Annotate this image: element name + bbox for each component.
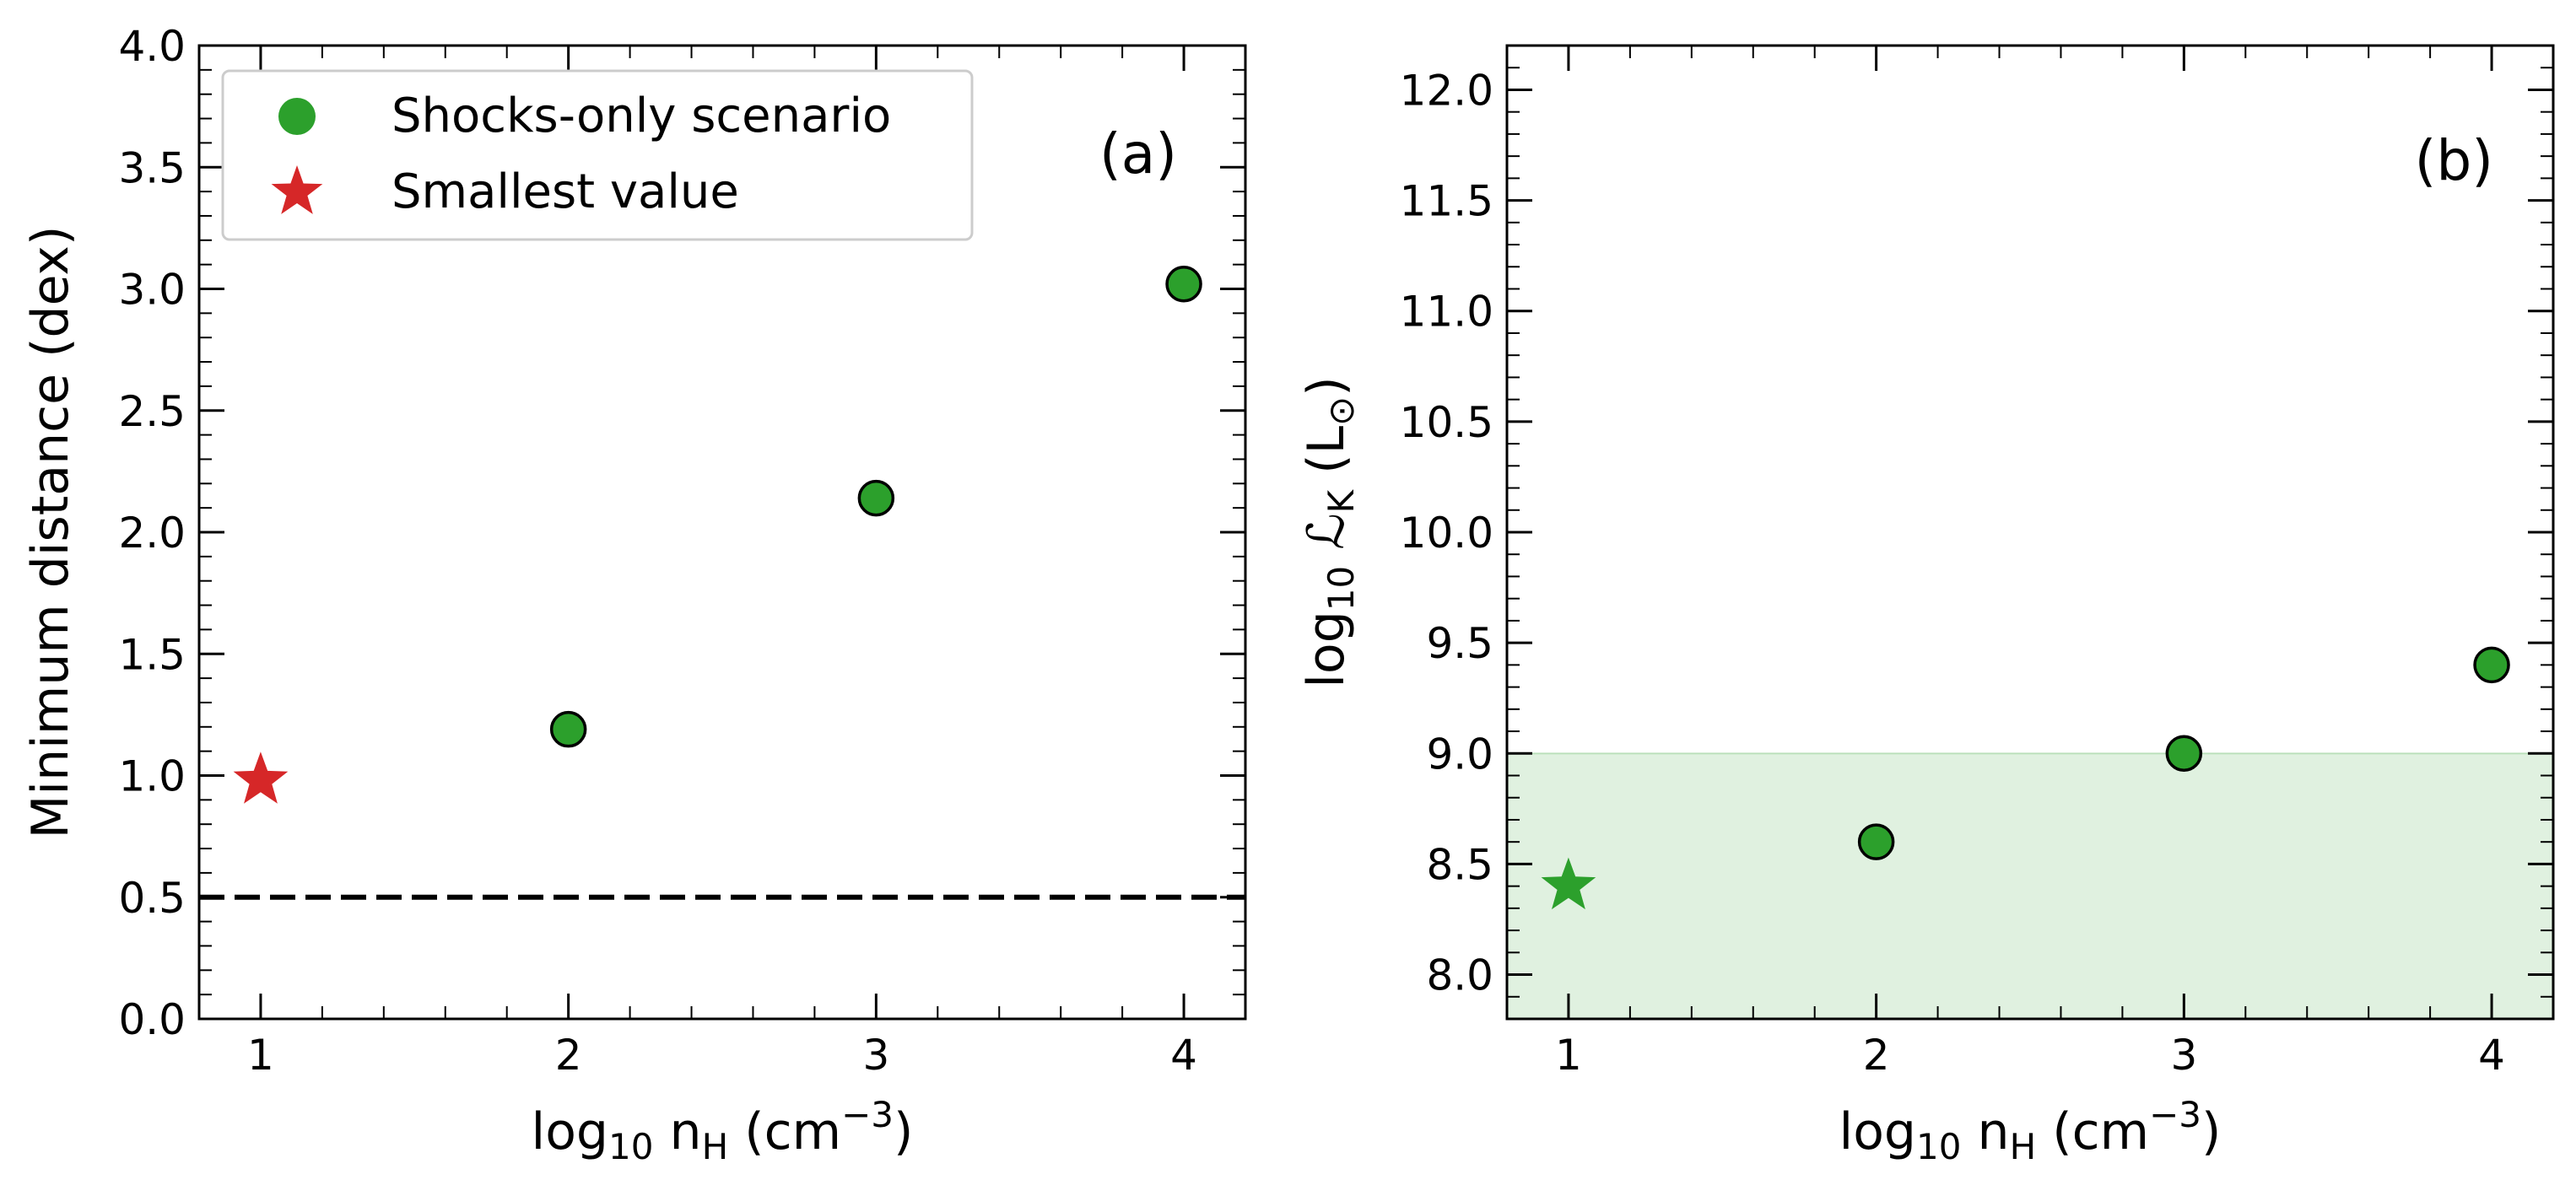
legend-box [221, 69, 974, 241]
y-axis-label-unit-sub: ⊙ [1320, 396, 1362, 426]
y-tick-label: 11.5 [1400, 177, 1493, 226]
x-tick-label: 4 [1170, 1031, 1197, 1080]
x-axis-label-var-sub: H [702, 1126, 729, 1167]
y-axis-label-var: ℒ [1297, 513, 1356, 565]
x-tick-label: 2 [555, 1031, 582, 1080]
x-axis-label-close: ) [2201, 1102, 2221, 1161]
x-axis-label-var-sub: H [2010, 1126, 2037, 1167]
y-tick-label: 8.5 [1426, 840, 1493, 889]
x-axis-label-log: log [1839, 1102, 1916, 1161]
shaded-band [1507, 753, 2553, 1019]
data-point-star [1541, 857, 1596, 910]
x-axis-label-unit: (cm [2036, 1102, 2149, 1161]
x-axis-label: log10 nH (cm−3) [1839, 1094, 2222, 1167]
y-tick-label: 9.0 [1426, 730, 1493, 778]
y-tick-label: 1.0 [118, 752, 186, 801]
panel-label: (b) [2415, 128, 2493, 193]
y-tick-label: 3.5 [118, 143, 186, 192]
y-axis-label: Minimum distance (dex) [21, 226, 80, 839]
y-tick-label: 2.5 [118, 387, 186, 436]
y-tick-label: 1.5 [118, 630, 186, 679]
panel-a: 1 2 3 4 0.0 0.5 1.0 1.5 2.0 2.5 3.0 3.5 4.0 log10 nH … [21, 22, 1247, 1167]
x-axis-label-log: log [532, 1102, 608, 1161]
panel-b: 1 2 3 48.08.59.09.510.010.511.011.512.0log1… [1297, 44, 2555, 1167]
y-axis-label-log: log [1297, 611, 1356, 687]
y-tick-label: 0.5 [118, 874, 186, 923]
y-tick-label: 10.5 [1400, 398, 1493, 447]
y-tick-label: 8.0 [1426, 951, 1493, 1000]
x-axis-label-sub: 10 [1916, 1126, 1961, 1167]
x-axis-label-sup: −3 [841, 1094, 894, 1135]
x-tick-label: 1 [247, 1031, 274, 1080]
y-tick-label: 4.0 [118, 22, 186, 71]
y-axis-label-sub: 10 [1320, 566, 1362, 611]
x-tick-label: 1 [1555, 1031, 1582, 1080]
y-tick-label: 9.5 [1426, 619, 1493, 668]
x-axis-label-unit: (cm [728, 1102, 841, 1161]
x-axis-label-close: ) [894, 1102, 913, 1161]
data-point-star [233, 752, 289, 804]
x-axis-label: log10 nH (cm−3) [532, 1094, 914, 1167]
legend: Shocks-only scenario Smallest value [221, 69, 974, 241]
y-axis-label-unit: (L [1297, 425, 1356, 489]
y-axis-label-var-sub: K [1320, 488, 1362, 513]
x-axis-label-sup: −3 [2149, 1094, 2201, 1135]
x-tick-label: 3 [2170, 1031, 2197, 1080]
y-tick-label: 12.0 [1400, 66, 1493, 115]
y-tick-label: 0.0 [118, 995, 186, 1044]
panel-label: (a) [1099, 121, 1177, 186]
y-axis-label: log10 ℒK (L⊙) [1297, 376, 1362, 687]
y-tick-label: 11.0 [1400, 288, 1493, 337]
y-tick-label: 2.0 [118, 509, 186, 558]
data-point-circle [2165, 735, 2203, 773]
data-point-circle [857, 479, 895, 517]
x-axis-label-sub: 10 [608, 1126, 653, 1167]
data-point-circle [2473, 646, 2510, 684]
legend-label: Smallest value [392, 164, 739, 219]
x-axis-label-var: n [1961, 1102, 2009, 1161]
x-axis-label-var: n [653, 1102, 701, 1161]
y-axis-label-close: ) [1297, 376, 1356, 396]
legend-label: Shocks-only scenario [392, 89, 891, 143]
y-tick-label: 10.0 [1400, 509, 1493, 558]
legend-marker-circle [278, 98, 316, 135]
x-tick-label: 2 [1863, 1031, 1890, 1080]
x-tick-label: 4 [2478, 1031, 2505, 1080]
data-point-circle [549, 710, 587, 748]
y-tick-label: 3.0 [118, 266, 186, 315]
data-point-circle [1165, 265, 1202, 303]
legend-marker-star [271, 165, 323, 214]
data-point-circle [1857, 823, 1895, 860]
x-tick-label: 3 [862, 1031, 889, 1080]
